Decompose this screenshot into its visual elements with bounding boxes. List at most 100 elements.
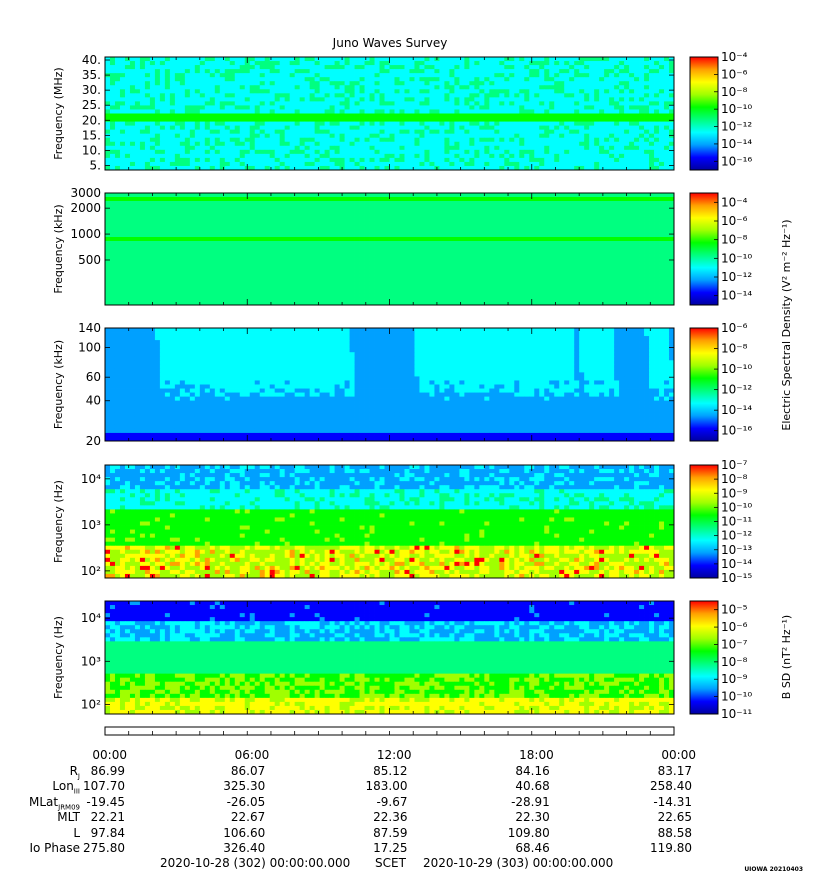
heatmap-cell [379,145,385,151]
heatmap-cell [419,89,425,94]
heatmap-cell [364,165,370,171]
heatmap-cell [264,77,271,82]
heatmap-cell [199,193,206,198]
heatmap-cell [344,105,350,110]
heatmap-cell [424,89,430,94]
heatmap-cell [579,157,585,163]
heatmap-cell [529,241,535,246]
heatmap-cell [304,145,311,151]
heatmap-cell [454,245,460,250]
heatmap-cell [184,97,191,102]
heatmap-cell [569,229,575,234]
heatmap-cell [459,213,465,218]
heatmap-cell [559,193,565,198]
heatmap-cell [394,133,400,139]
heatmap-cell [239,121,246,127]
heatmap-cell [389,137,395,143]
colorbar-tick-label: 10⁻¹⁶ [721,154,752,168]
heatmap-cell [609,121,615,127]
heatmap-cell [409,233,415,238]
heatmap-cell [539,133,545,139]
heatmap-cell [279,197,286,202]
heatmap-cell [654,97,660,102]
heatmap-cell [649,205,655,210]
heatmap-cell [659,77,665,82]
heatmap-cell [219,61,226,66]
heatmap-cell [459,209,465,214]
heatmap-cell [609,233,615,238]
heatmap-cell [144,81,151,86]
heatmap-cell [439,117,445,122]
heatmap-cell [319,65,326,70]
heatmap-cell [504,209,510,214]
heatmap-cell [614,125,620,131]
heatmap-cell [354,217,360,222]
heatmap-cell [669,133,675,139]
heatmap-cell [334,229,340,234]
heatmap-cell [659,221,665,226]
heatmap-cell [284,229,291,234]
heatmap-cell [504,241,510,246]
heatmap-cell [274,133,281,139]
heatmap-cell [594,205,600,210]
heatmap-cell [284,113,291,118]
heatmap-cell [149,145,156,151]
heatmap-cell [499,197,505,202]
heatmap-cell [499,245,505,250]
heatmap-cell [264,61,271,66]
heatmap-cell [299,73,306,78]
heatmap-cell [124,201,131,206]
heatmap-cell [269,213,276,218]
heatmap-cell [549,201,555,206]
heatmap-cell [229,97,236,102]
heatmap-cell [399,117,405,122]
heatmap-cell [519,61,525,66]
heatmap-cell [264,89,271,94]
heatmap-cell [474,213,480,218]
heatmap-cell [589,229,595,234]
heatmap-cell [534,209,540,214]
heatmap-cell [284,89,291,94]
heatmap-cell [639,89,645,94]
heatmap-cell [459,229,465,234]
heatmap-cell [499,69,505,74]
heatmap-cell [429,105,435,110]
heatmap-cell [109,237,116,242]
heatmap-cell [604,61,610,66]
heatmap-cell [209,121,216,127]
heatmap-cell [174,241,181,246]
heatmap-cell [414,225,420,230]
heatmap-cell [284,157,291,163]
heatmap-cell [404,101,410,106]
heatmap-cell [534,201,540,206]
heatmap-cell [344,205,350,210]
heatmap-cell [384,69,390,74]
heatmap-cell [404,61,410,66]
heatmap-cell [519,217,525,222]
heatmap-cell [649,193,655,198]
heatmap-cell [509,101,515,106]
heatmap-cell [564,193,570,198]
heatmap-cell [579,245,585,250]
heatmap-cell [439,221,445,226]
heatmap-cell [139,77,146,82]
heatmap-cell [284,165,291,171]
heatmap-cell [514,113,520,118]
heatmap-cell [644,61,650,66]
heatmap-cell [409,81,415,86]
heatmap-cell [259,97,266,102]
heatmap-cell [209,237,216,242]
heatmap-cell [394,85,400,90]
heatmap-cell [644,133,650,139]
heatmap-cell [219,121,226,127]
heatmap-cell [174,65,181,70]
heatmap-cell [519,65,525,70]
heatmap-cell [359,145,365,151]
heatmap-cell [459,249,465,254]
heatmap-cell [504,165,510,171]
heatmap-cell [609,105,615,110]
heatmap-cell [184,65,191,70]
heatmap-cell [594,193,600,198]
heatmap-cell [484,121,490,127]
heatmap-cell [219,85,226,90]
